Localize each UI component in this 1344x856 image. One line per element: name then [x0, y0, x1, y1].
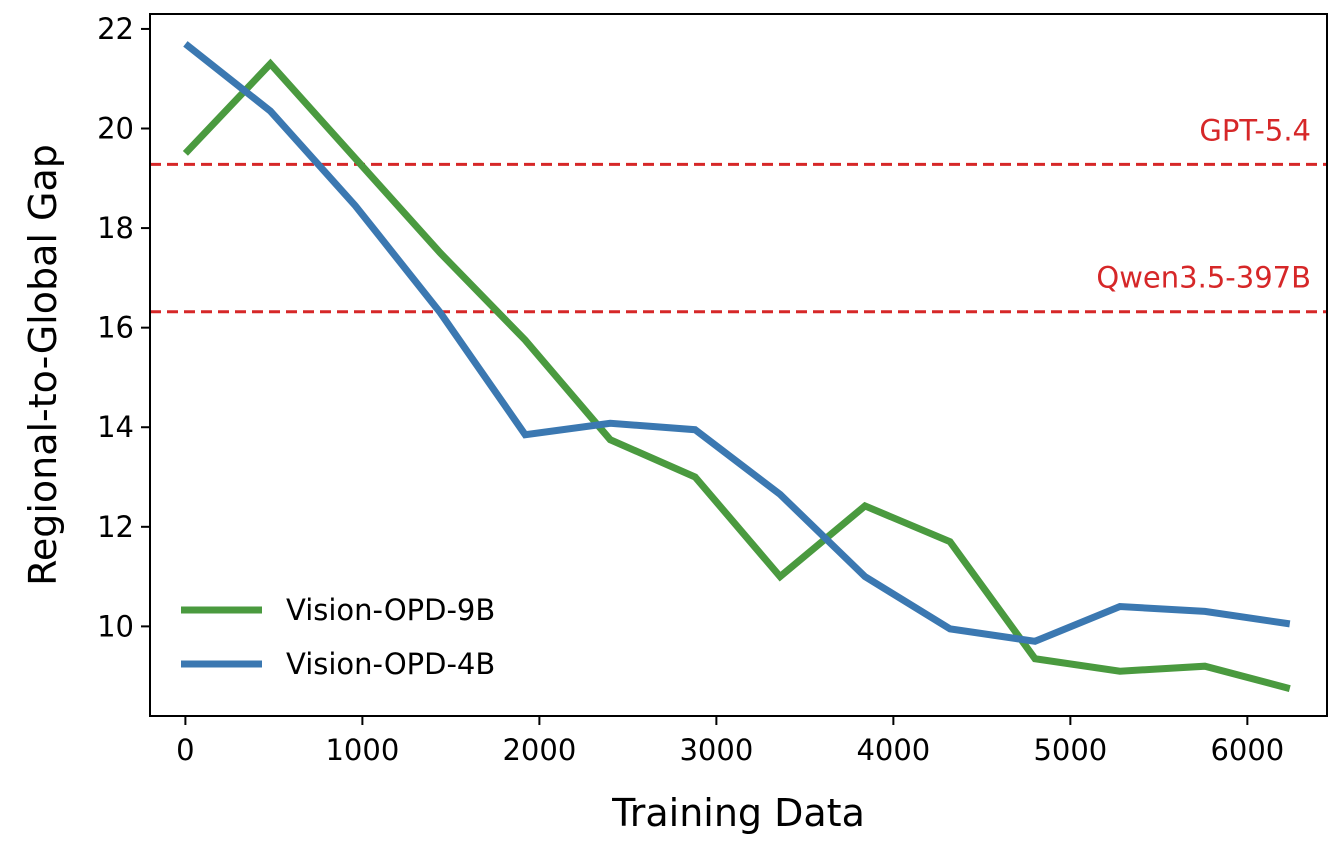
- x-axis-ticks: 0 1000 2000 3000 4000 5000 6000: [176, 716, 1284, 767]
- x-tick-label: 3000: [679, 733, 753, 767]
- x-tick-label: 4000: [856, 733, 930, 767]
- x-tick-label: 6000: [1210, 733, 1284, 767]
- series-line-4b: [183, 41, 1291, 645]
- y-tick-label: 14: [97, 410, 134, 444]
- y-axis-title: Regional-to-Global Gap: [21, 144, 65, 586]
- y-tick-label: 20: [97, 112, 134, 146]
- x-tick-label: 2000: [502, 733, 576, 767]
- series-lines: [182, 41, 1291, 692]
- series-line-9b: [182, 58, 1291, 692]
- x-tick-label: 5000: [1033, 733, 1107, 767]
- x-axis-title: Training Data: [611, 791, 865, 835]
- x-tick-label: 0: [176, 733, 194, 767]
- y-tick-label: 22: [97, 12, 134, 46]
- legend: Vision-OPD-9B Vision-OPD-4B: [181, 593, 495, 681]
- plot-frame: [149, 13, 1328, 717]
- y-tick-label: 18: [97, 211, 134, 245]
- y-axis-ticks: 10 12 14 16 18 20 22: [97, 12, 150, 643]
- legend-label: Vision-OPD-9B: [286, 593, 495, 627]
- y-tick-label: 12: [97, 510, 134, 544]
- reference-line-label: Qwen3.5-397B: [1096, 261, 1311, 295]
- reference-lines: GPT-5.4 Qwen3.5-397B: [150, 113, 1327, 314]
- y-tick-label: 16: [97, 311, 134, 345]
- x-tick-label: 1000: [325, 733, 399, 767]
- reference-line-label: GPT-5.4: [1199, 113, 1311, 147]
- y-tick-label: 10: [97, 609, 134, 643]
- legend-label: Vision-OPD-4B: [286, 647, 495, 681]
